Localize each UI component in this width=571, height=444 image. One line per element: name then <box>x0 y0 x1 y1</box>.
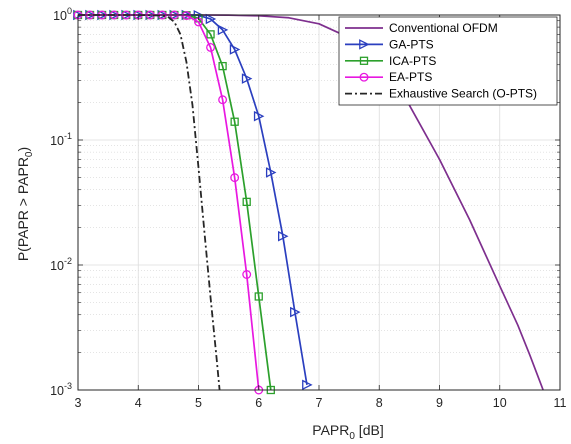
x-tick-label: 10 <box>493 396 507 410</box>
y-tick-label-base: 10 <box>50 134 64 148</box>
x-tick-label: 3 <box>75 396 82 410</box>
x-axis-label-base: PAPR <box>312 422 349 438</box>
y-tick-label-base: 10 <box>50 384 64 398</box>
y-tick-label-exponent: -3 <box>64 381 72 391</box>
x-tick-label: 4 <box>135 396 142 410</box>
legend-entry: GA-PTS <box>389 37 434 51</box>
legend-entry: EA-PTS <box>389 70 432 84</box>
legend: Conventional OFDM GA-PTS ICA-PTS EA-PTS Exha… <box>339 17 557 105</box>
y-tick-label-base: 10 <box>50 259 64 273</box>
y-tick-label-exponent: -2 <box>64 256 72 266</box>
x-tick-label: 11 <box>554 396 567 410</box>
x-tick-label: 5 <box>195 396 202 410</box>
legend-entry: Conventional OFDM <box>389 21 498 35</box>
legend-entry: Exhaustive Search (O-PTS) <box>389 87 537 101</box>
y-axis-label-suffix: ) <box>15 147 31 152</box>
x-tick-label: 8 <box>376 396 383 410</box>
x-axis-label-suffix: [dB] <box>355 422 384 438</box>
y-axis-label-prefix: P(PAPR > PAPR <box>15 157 31 261</box>
y-tick-label-exponent: -1 <box>64 131 72 141</box>
y-tick-label-exponent: 0 <box>67 6 72 16</box>
legend-entry: ICA-PTS <box>389 54 436 68</box>
y-tick-label-base: 10 <box>53 9 67 23</box>
x-tick-label: 6 <box>255 396 262 410</box>
x-tick-label: 7 <box>316 396 323 410</box>
x-tick-label: 9 <box>436 396 443 410</box>
